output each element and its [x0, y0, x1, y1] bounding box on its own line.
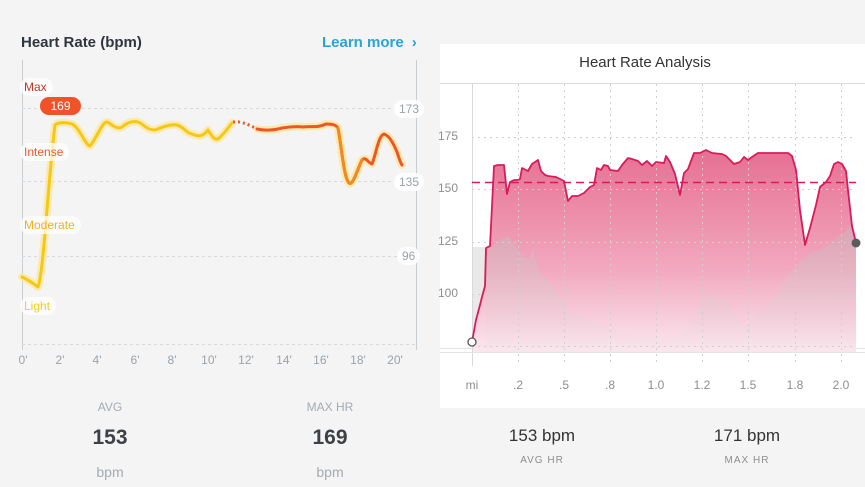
r-x-tick: 1.2 — [693, 378, 711, 392]
r-x-tick: .5 — [558, 378, 570, 392]
y-tick-135: 135 — [394, 173, 425, 191]
r-x-tick: 1.8 — [786, 378, 804, 392]
x-tick: 20' — [387, 353, 403, 367]
max-hr-label-right: MAX HR — [724, 455, 770, 466]
x-tick: 4' — [92, 353, 102, 367]
r-x-tick: .8 — [604, 378, 616, 392]
x-tick: 2' — [55, 353, 65, 367]
zone-label-moderate: Moderate — [20, 216, 81, 234]
r-y-tick: 125 — [438, 234, 459, 248]
x-tick: 14' — [276, 353, 292, 367]
divider — [440, 83, 865, 84]
x-tick: 0' — [18, 353, 28, 367]
r-y-tick: 150 — [438, 181, 459, 195]
avg-stat: AVG 153 bpm — [50, 400, 170, 480]
max-hr-value: 169 — [312, 426, 348, 449]
zone-label-max: Max — [20, 78, 53, 96]
r-y-tick: 175 — [438, 129, 459, 143]
learn-more-label: Learn more — [322, 34, 404, 51]
x-tick: 16' — [313, 353, 329, 367]
card-title: Heart Rate Analysis — [579, 54, 711, 71]
avg-value: 153 — [92, 426, 128, 449]
y-tick-173: 173 — [394, 100, 425, 118]
avg-unit: bpm — [96, 464, 124, 480]
y-tick-96: 96 — [397, 247, 421, 265]
max-hr-unit: bpm — [316, 464, 344, 480]
r-x-tick: 2.0 — [832, 378, 850, 392]
x-tick: 8' — [167, 353, 177, 367]
r-x-tick-unit: mi — [465, 378, 479, 392]
heart-rate-gap — [232, 120, 258, 131]
avg-hr-value: 153 bpm — [508, 426, 576, 445]
divider — [440, 348, 865, 349]
r-x-tick: 1.0 — [647, 378, 665, 392]
max-hr-label: MAX HR — [306, 400, 354, 414]
heart-rate-panel: Heart Rate (bpm) Learn more › — [0, 0, 432, 487]
x-tick: 12' — [238, 353, 254, 367]
panel-title: Heart Rate (bpm) — [21, 34, 142, 51]
avg-hr-stat: 153 bpm AVG HR — [472, 426, 612, 466]
max-hr-value-right: 171 bpm — [713, 426, 781, 445]
avg-label: AVG — [97, 400, 123, 414]
r-x-tick: .2 — [512, 378, 524, 392]
x-tick: 18' — [350, 353, 366, 367]
heart-rate-analysis-card: Heart Rate Analysis — [440, 44, 865, 408]
x-tick: 10' — [201, 353, 217, 367]
r-x-tick: 1.5 — [739, 378, 757, 392]
avg-hr-label: AVG HR — [520, 455, 564, 466]
max-hr-stat-right: 171 bpm MAX HR — [677, 426, 817, 466]
zone-label-intense: Intense — [20, 143, 70, 161]
zone-label-light: Light — [20, 297, 57, 315]
r-y-tick: 100 — [438, 286, 459, 300]
x-tick: 6' — [130, 353, 140, 367]
max-hr-badge: 169 — [40, 97, 81, 115]
chevron-right-icon: › — [411, 34, 417, 51]
max-hr-stat: MAX HR 169 bpm — [270, 400, 390, 480]
learn-more-link[interactable]: Learn more › — [322, 34, 417, 51]
